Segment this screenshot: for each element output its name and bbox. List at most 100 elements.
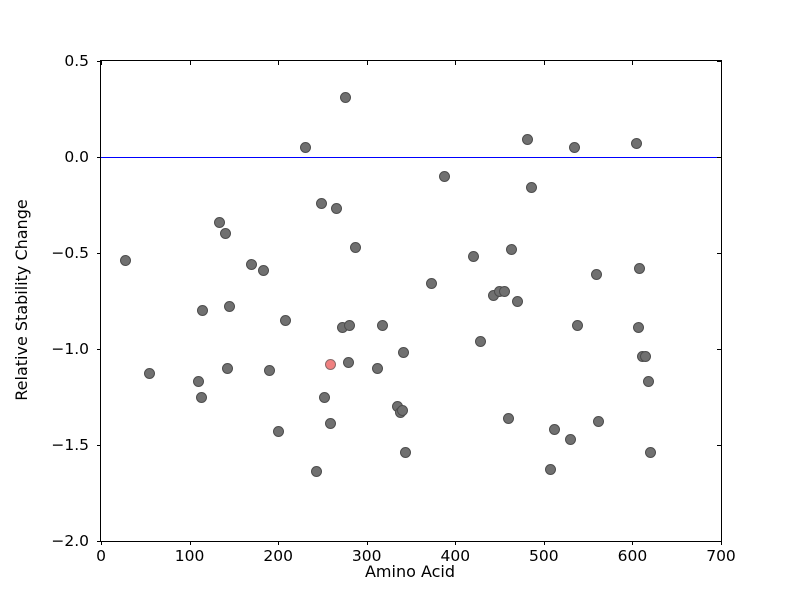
x-tick [366, 541, 368, 545]
data-point [506, 243, 518, 255]
x-tick [632, 541, 634, 545]
data-point [371, 362, 383, 374]
y-tick [97, 157, 101, 158]
y-tick [97, 61, 101, 62]
data-point [564, 433, 576, 445]
data-point [263, 364, 275, 376]
y-tick-label: 0.0 [64, 148, 89, 166]
data-point [223, 301, 235, 313]
y-tick-label: −0.5 [51, 244, 89, 262]
data-point [192, 376, 204, 388]
x-tick-label: 200 [263, 547, 293, 565]
y-tick-label: 0.5 [64, 52, 89, 70]
x-tick [278, 541, 280, 545]
x-tick-top [278, 61, 280, 65]
data-point [400, 447, 412, 459]
y-tick-right [717, 541, 721, 542]
data-point [396, 404, 408, 416]
y-tick-label: −2.0 [51, 532, 89, 550]
data-point [468, 251, 480, 263]
data-point [511, 295, 523, 307]
data-point [310, 466, 322, 478]
data-point [521, 134, 533, 146]
data-point [502, 412, 514, 424]
x-tick-top [543, 61, 545, 65]
data-point [631, 138, 643, 150]
y-tick [97, 349, 101, 350]
data-point [318, 391, 330, 403]
data-point [258, 264, 270, 276]
data-point [590, 268, 602, 280]
data-point [342, 356, 354, 368]
x-tick [721, 541, 722, 545]
data-point [642, 376, 654, 388]
x-tick [101, 541, 102, 545]
y-tick-right [717, 253, 721, 254]
data-point [569, 141, 581, 153]
data-point [548, 424, 560, 436]
data-point-highlighted [324, 358, 336, 370]
x-tick [455, 541, 457, 545]
data-point [246, 259, 258, 271]
data-point [425, 278, 437, 290]
x-tick-label: 700 [706, 547, 736, 565]
zero-reference-line [101, 157, 721, 158]
data-point [316, 197, 328, 209]
x-tick-top [455, 61, 457, 65]
x-tick-label: 600 [617, 547, 648, 565]
data-point [634, 262, 645, 274]
data-layer [101, 61, 721, 541]
y-tick [97, 445, 101, 446]
y-tick-right [717, 157, 721, 158]
data-point [272, 426, 284, 438]
x-tick-top [101, 61, 102, 65]
data-point [498, 285, 510, 297]
data-point [474, 335, 486, 347]
x-tick [189, 541, 191, 545]
data-point [339, 91, 351, 103]
x-tick-top [721, 61, 722, 65]
y-axis-label: Relative Stability Change [12, 199, 31, 401]
data-point [214, 216, 226, 228]
data-point [222, 362, 234, 374]
x-tick-top [189, 61, 191, 65]
data-point [633, 322, 645, 334]
x-axis-label: Amino Acid [364, 562, 456, 581]
data-point [300, 141, 312, 153]
data-point [593, 416, 605, 428]
x-tick-top [632, 61, 634, 65]
x-tick-label: 0 [96, 547, 106, 565]
y-tick-right [717, 61, 721, 62]
y-tick-label: −1.0 [51, 340, 89, 358]
data-point [640, 351, 652, 363]
data-point [439, 170, 451, 182]
data-point [144, 368, 156, 380]
data-point [220, 228, 232, 240]
data-point [279, 314, 291, 326]
data-point [572, 320, 583, 332]
data-point [545, 464, 557, 476]
y-tick [97, 253, 101, 254]
x-tick-label: 400 [440, 547, 471, 565]
data-point [120, 255, 132, 267]
data-point [197, 305, 209, 317]
data-point [349, 241, 361, 253]
x-tick-label: 100 [174, 547, 205, 565]
plot-axes: 0 100 200 300 400 500 600 700 −2.0 −1.5 −1.0 −0.5 0… [51, 52, 735, 565]
y-tick-right [717, 349, 721, 350]
y-tick-right [717, 445, 721, 446]
y-tick-label: −1.5 [51, 436, 89, 454]
x-tick-label: 500 [529, 547, 559, 565]
data-point [324, 418, 336, 430]
data-point [331, 203, 343, 215]
x-tick-label: 300 [351, 547, 382, 565]
x-tick-top [366, 61, 368, 65]
data-point [195, 391, 207, 403]
y-tick [97, 541, 101, 542]
data-point [344, 320, 356, 332]
x-tick [543, 541, 545, 545]
data-point [377, 320, 389, 332]
data-point [644, 447, 656, 459]
data-point [397, 347, 409, 359]
